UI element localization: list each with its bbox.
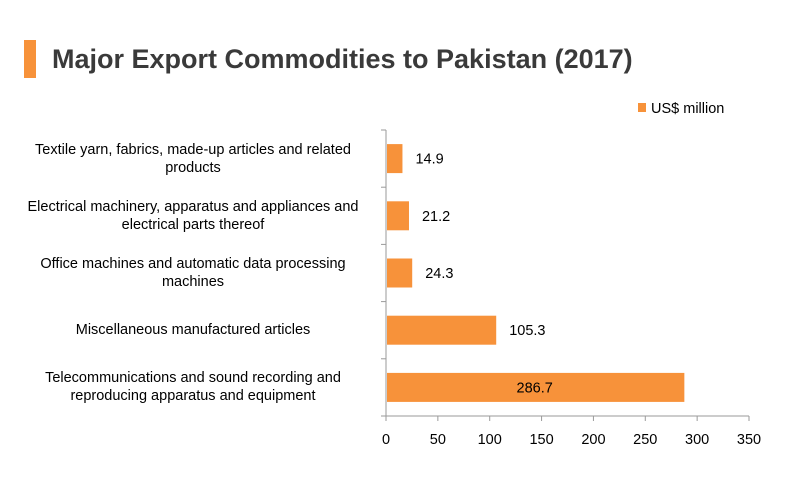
x-tick-label: 300 xyxy=(685,432,709,448)
bar xyxy=(387,144,403,174)
data-label: 24.3 xyxy=(425,266,453,282)
x-tick-label: 0 xyxy=(382,432,390,448)
legend-swatch xyxy=(638,103,646,112)
category-label: Telecommunications and sound recording a… xyxy=(45,370,341,405)
data-label: 21.2 xyxy=(422,209,450,225)
chart-title: Major Export Commodities to Pakistan (20… xyxy=(52,44,633,74)
x-tick-label: 200 xyxy=(581,432,605,448)
data-label: 14.9 xyxy=(415,152,443,168)
bar xyxy=(387,315,497,345)
legend-label: US$ million xyxy=(651,101,724,117)
category-label: Textile yarn, fabrics, made-up articles … xyxy=(35,141,351,176)
bar xyxy=(387,258,413,288)
data-label: 286.7 xyxy=(517,380,553,396)
bar xyxy=(387,372,685,402)
category-label: Office machines and automatic data proce… xyxy=(40,256,346,290)
x-tick-label: 100 xyxy=(478,432,502,448)
data-label: 105.3 xyxy=(509,323,545,339)
title-accent-bar xyxy=(24,40,36,78)
x-tick-label: 150 xyxy=(529,432,553,448)
category-label: Miscellaneous manufactured articles xyxy=(75,322,311,339)
x-tick-label: 250 xyxy=(633,432,657,448)
x-tick-label: 350 xyxy=(737,432,761,448)
category-label: Electrical machinery, apparatus and appl… xyxy=(27,198,359,233)
x-tick-label: 50 xyxy=(430,432,446,448)
bar xyxy=(387,201,409,231)
